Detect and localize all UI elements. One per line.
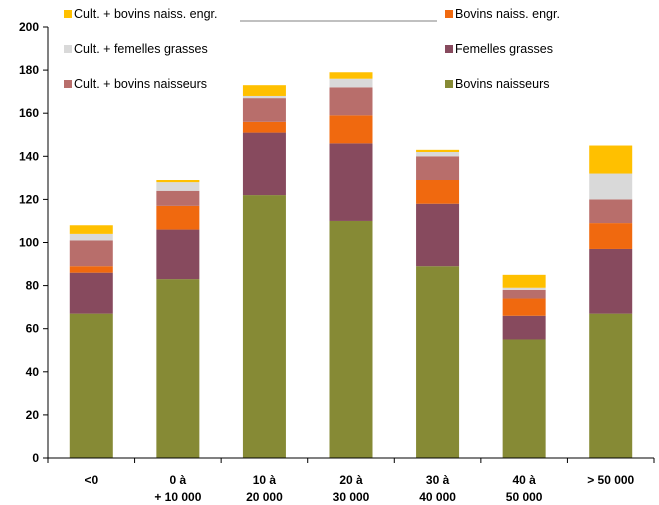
legend-label-cult-femelles-grasses: Cult. + femelles grasses [74, 42, 208, 56]
y-tick-label-140: 140 [19, 149, 39, 163]
x-tick-label-1: 0 à + 10 000 [154, 473, 201, 504]
bar-segment-bovins-naiss-engr-4 [416, 180, 460, 204]
x-tick-label-3: 20 à 30 000 [333, 473, 370, 504]
bar-segment-bovins-naisseurs-2 [242, 195, 286, 458]
y-tick-label-160: 160 [19, 106, 39, 120]
legend-swatch-cult-femelles-grasses [64, 45, 72, 53]
legend-swatch-bovins-naisseurs [445, 80, 453, 88]
bar-segment-bovins-naisseurs-3 [329, 220, 373, 458]
bar-segment-cult-bovins-naisseurs-4 [416, 156, 460, 180]
legend-label-cult-bovins-naiss-engr: Cult. + bovins naiss. engr. [74, 7, 217, 21]
bar-segment-cult-bovins-naisseurs-2 [242, 98, 286, 122]
bars-group [69, 72, 633, 458]
bar-segment-cult-femelles-grasses-2 [242, 95, 286, 99]
x-tick-label-4: 30 à 40 000 [419, 473, 456, 504]
bar-segment-femelles-grasses-5 [502, 315, 546, 340]
y-tick-label-200: 200 [19, 20, 39, 34]
bar-segment-bovins-naiss-engr-2 [242, 121, 286, 133]
legend-swatch-femelles-grasses [445, 45, 453, 53]
y-tick-label-0: 0 [32, 451, 39, 465]
bar-segment-bovins-naisseurs-0 [69, 313, 113, 458]
y-tick-label-20: 20 [26, 408, 40, 422]
legend-label-femelles-grasses: Femelles grasses [455, 42, 553, 56]
legend-swatch-cult-bovins-naiss-engr [64, 10, 72, 18]
bar-segment-cult-bovins-naiss-engr-4 [416, 149, 460, 152]
bar-segment-cult-femelles-grasses-1 [156, 182, 200, 191]
bar-segment-cult-bovins-naiss-engr-6 [589, 145, 633, 174]
bar-segment-cult-bovins-naisseurs-6 [589, 199, 633, 224]
bar-segment-bovins-naisseurs-4 [416, 266, 460, 458]
bar-segment-bovins-naiss-engr-3 [329, 115, 373, 144]
bar-segment-cult-bovins-naisseurs-0 [69, 240, 113, 267]
bar-segment-bovins-naisseurs-5 [502, 339, 546, 458]
x-tick-label-0: <0 [84, 473, 98, 487]
bar-segment-bovins-naiss-engr-0 [69, 266, 113, 273]
x-tick-label-5: 40 à 50 000 [506, 473, 543, 504]
bar-segment-cult-femelles-grasses-5 [502, 287, 546, 290]
bar-segment-bovins-naiss-engr-5 [502, 298, 546, 316]
legend-label-cult-bovins-naisseurs: Cult. + bovins naisseurs [74, 77, 207, 91]
bar-segment-femelles-grasses-1 [156, 229, 200, 280]
bar-segment-cult-bovins-naiss-engr-0 [69, 225, 113, 234]
legend: Cult. + bovins naiss. engr. Cult. + femel… [64, 7, 560, 91]
bar-segment-cult-bovins-naisseurs-3 [329, 87, 373, 116]
y-tick-label-120: 120 [19, 192, 39, 206]
bar-segment-cult-femelles-grasses-3 [329, 78, 373, 88]
bar-segment-femelles-grasses-4 [416, 203, 460, 267]
bar-segment-cult-femelles-grasses-6 [589, 173, 633, 200]
y-tick-label-100: 100 [19, 236, 39, 250]
bar-segment-cult-femelles-grasses-0 [69, 233, 113, 241]
bar-segment-femelles-grasses-2 [242, 132, 286, 196]
bar-segment-cult-femelles-grasses-4 [416, 151, 460, 157]
bar-segment-cult-bovins-naiss-engr-2 [242, 85, 286, 96]
legend-label-bovins-naisseurs: Bovins naisseurs [455, 77, 550, 91]
y-tick-label-180: 180 [19, 63, 39, 77]
bar-segment-femelles-grasses-3 [329, 143, 373, 221]
bar-segment-bovins-naisseurs-6 [589, 313, 633, 458]
x-tick-label-2: 10 à 20 000 [246, 473, 283, 504]
bar-segment-femelles-grasses-6 [589, 248, 633, 314]
bar-segment-bovins-naiss-engr-6 [589, 223, 633, 249]
legend-swatch-bovins-naiss-engr [445, 10, 453, 18]
legend-label-bovins-naiss-engr: Bovins naiss. engr. [455, 7, 560, 21]
y-tick-label-60: 60 [26, 322, 40, 336]
legend-swatch-cult-bovins-naisseurs [64, 80, 72, 88]
bar-segment-cult-bovins-naiss-engr-1 [156, 180, 200, 183]
axes-group: 0 20 40 60 80 100 120 140 160 180 200 <0 0 à + 10 000… [19, 20, 655, 504]
y-tick-label-40: 40 [26, 365, 40, 379]
bar-segment-cult-bovins-naisseurs-5 [502, 289, 546, 299]
x-tick-label-6: > 50 000 [587, 473, 634, 487]
y-tick-label-80: 80 [26, 279, 40, 293]
bar-segment-cult-bovins-naiss-engr-5 [502, 274, 546, 288]
bar-segment-cult-bovins-naiss-engr-3 [329, 72, 373, 79]
bar-segment-femelles-grasses-0 [69, 272, 113, 314]
bar-segment-bovins-naisseurs-1 [156, 279, 200, 458]
bar-segment-bovins-naiss-engr-1 [156, 205, 200, 230]
bar-segment-cult-bovins-naisseurs-1 [156, 190, 200, 206]
